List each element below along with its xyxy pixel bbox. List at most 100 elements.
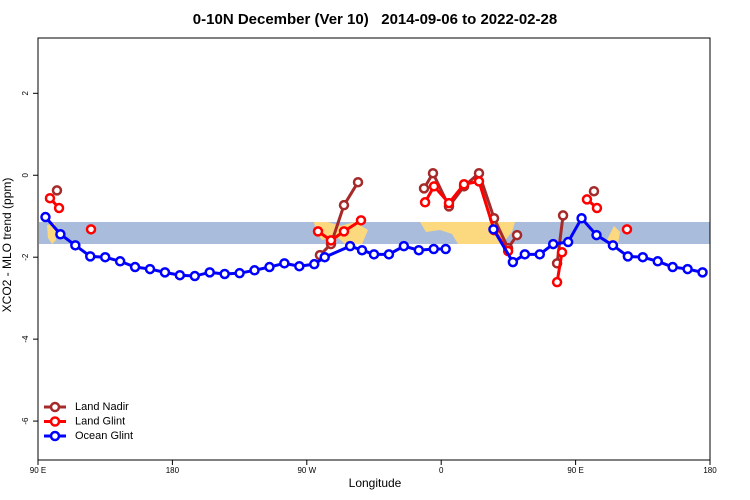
data-point: [338, 199, 350, 211]
data-point: [419, 197, 431, 208]
data-point: [338, 226, 350, 237]
series: [40, 211, 708, 282]
data-point: [352, 176, 364, 188]
data-point: [70, 240, 81, 251]
data-point: [53, 202, 65, 214]
data-point: [144, 263, 156, 275]
data-point: [576, 213, 587, 224]
data-point: [40, 211, 51, 223]
legend-marker: [49, 401, 61, 413]
series-line: [318, 181, 360, 257]
legend-label: Ocean Glint: [75, 430, 133, 442]
data-point: [556, 247, 568, 258]
data-point: [159, 267, 171, 278]
data-point: [383, 249, 395, 260]
data-point: [413, 244, 425, 256]
data-point: [99, 251, 111, 263]
data-point: [507, 256, 519, 268]
data-point: [427, 167, 439, 179]
data-point: [547, 238, 559, 250]
data-point: [428, 243, 439, 255]
map-strip: [39, 222, 710, 244]
data-point: [249, 265, 260, 276]
series-line: [317, 219, 362, 243]
data-point: [562, 236, 574, 248]
y-tick-label: -6: [21, 417, 30, 425]
data-point: [622, 251, 634, 262]
data-point: [51, 185, 63, 196]
data-point: [621, 224, 633, 235]
data-point: [458, 179, 470, 190]
legend-marker: [49, 416, 61, 427]
series-line: [44, 216, 446, 278]
data-point: [637, 251, 649, 263]
x-axis-label: Longitude: [349, 476, 402, 490]
chart-title: 0-10N December (Ver 10) 2014-09-06 to 20…: [193, 11, 557, 28]
data-point: [682, 263, 693, 275]
y-tick-label: -2: [21, 253, 30, 261]
plot-frame: [37, 37, 711, 461]
series-line: [422, 170, 519, 252]
data-point: [264, 261, 275, 273]
y-tick-label: 2: [21, 91, 30, 96]
data-point: [234, 267, 245, 279]
data-point: [279, 258, 290, 269]
x-tick-label: 90 E: [30, 466, 46, 475]
data-point: [443, 197, 455, 209]
data-point: [652, 256, 663, 267]
data-point: [398, 240, 410, 252]
data-point: [55, 229, 66, 240]
data-point: [344, 240, 356, 252]
series: [44, 176, 633, 288]
y-tick-label: -4: [21, 335, 30, 343]
x-tick-label: 90 W: [297, 466, 316, 475]
data-point: [219, 268, 230, 280]
data-point: [511, 229, 523, 241]
data-point: [325, 235, 337, 246]
data-point: [355, 215, 367, 226]
data-point: [309, 258, 320, 270]
data-point: [294, 260, 305, 272]
data-point: [368, 249, 380, 260]
data-point: [473, 167, 485, 179]
data-point: [488, 224, 499, 235]
legend: Land Nadir Land Glint Ocean Glint: [44, 401, 133, 442]
data-point: [129, 261, 141, 273]
data-point: [174, 269, 186, 281]
data-point: [114, 256, 126, 267]
data-point: [85, 224, 97, 235]
data-point: [44, 192, 56, 204]
x-tick-label: 0: [439, 466, 444, 475]
data-point: [519, 249, 531, 260]
land: [607, 226, 620, 244]
data-point: [319, 251, 330, 263]
data-point: [534, 249, 546, 260]
data-point: [588, 185, 600, 197]
data-point: [607, 240, 619, 251]
x-tick-label: 180: [166, 466, 180, 475]
x-tick-label: 90 E: [567, 466, 583, 475]
legend-marker: [49, 430, 61, 442]
data-point: [473, 176, 485, 187]
y-tick-label: 0: [21, 172, 30, 177]
legend-label: Land Glint: [75, 415, 125, 427]
data-point: [428, 181, 440, 192]
data-point: [551, 276, 563, 288]
data-point: [591, 202, 603, 214]
data-point: [204, 267, 215, 278]
data-point: [697, 267, 708, 278]
data-point: [356, 244, 368, 256]
data-point: [312, 226, 324, 237]
data-point: [85, 251, 96, 262]
data-point: [557, 210, 569, 221]
legend-label: Land Nadir: [75, 401, 129, 413]
y-axis-label: XCO2 - MLO trend (ppm): [0, 178, 14, 313]
data-point: [418, 183, 430, 194]
ocean-band: [39, 222, 710, 244]
data-point: [189, 270, 201, 282]
data-point: [581, 194, 593, 205]
data-point: [591, 229, 602, 241]
data-point: [667, 261, 678, 273]
x-tick-label: 180: [703, 466, 717, 475]
